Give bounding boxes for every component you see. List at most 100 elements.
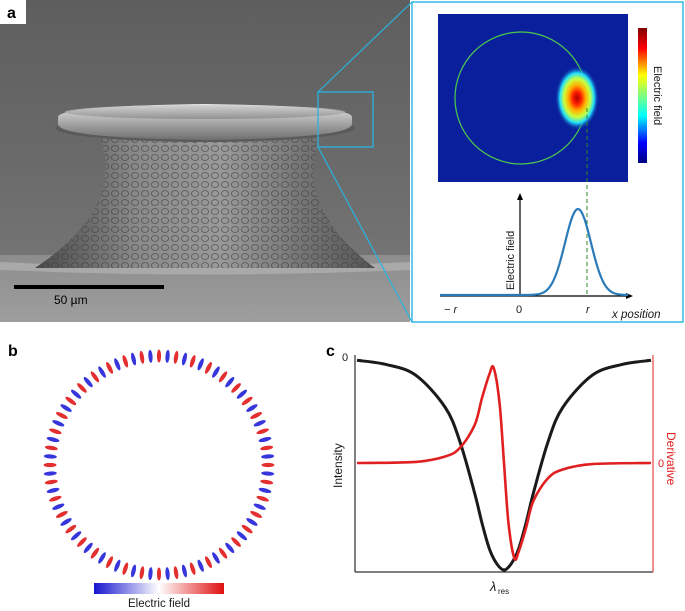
ring-lobe [77, 383, 87, 393]
ring-lobe [43, 462, 57, 468]
ring-lobe [114, 358, 121, 371]
ring-lobe [44, 445, 58, 451]
ring-lobe [83, 542, 93, 554]
ring-lobe [122, 562, 129, 575]
zoom-region-box [317, 91, 374, 148]
ring-lobe [181, 352, 187, 366]
profile-xlabel: x position [611, 309, 661, 321]
ring-lobe [52, 503, 65, 510]
profile-tick-zero: 0 [516, 304, 522, 316]
ring-lobe [189, 562, 196, 575]
ring-lobe [246, 518, 258, 526]
ring-lobe [218, 371, 228, 383]
ring-lobe [258, 437, 272, 443]
ring-lobe [139, 566, 145, 580]
series-derivative-line [356, 364, 652, 562]
ring-lobe [65, 396, 77, 406]
ring-lobe [56, 510, 68, 518]
profile-ylabel: Electric field [505, 231, 517, 290]
c-ylabel-right: Derivative [664, 432, 678, 486]
ring-lobe [212, 552, 220, 564]
ring-lobe [173, 350, 179, 364]
c-xlabel-lambda: λ [489, 579, 496, 594]
ring-lobe [261, 471, 275, 476]
ring-lobe [218, 547, 228, 559]
ring-lobe [43, 454, 57, 459]
c-xlabel-subscript: res [498, 587, 509, 596]
series-intensity-line [356, 358, 652, 572]
ring-lobe [90, 371, 100, 383]
ring-lobe [49, 495, 62, 502]
ring-lobe [60, 404, 72, 412]
scale-bar-label: 50 µm [54, 293, 88, 307]
ring-lobe [114, 559, 121, 572]
ring-lobe [70, 531, 82, 541]
ring-lobe [197, 559, 204, 572]
ring-lobe [261, 454, 275, 459]
field-profile-plot [440, 193, 633, 299]
ring-lobe [256, 428, 269, 435]
whispering-gallery-mode-ring [43, 349, 275, 581]
ring-lobe [231, 537, 241, 547]
ring-lobe [204, 556, 212, 568]
ring-lobe [156, 567, 162, 581]
ring-lobe [253, 503, 266, 510]
inset-colorbar-label: Electric field [651, 66, 663, 125]
ring-lobe [43, 471, 57, 476]
sem-image [0, 0, 410, 322]
c-left-tick-zero: 0 [342, 352, 348, 364]
ring-lobe [65, 524, 77, 534]
panel-c-chart [354, 355, 654, 573]
ring-lobe [225, 542, 235, 554]
ring-lobe [260, 479, 274, 485]
ring-lobe [225, 376, 235, 388]
ring-lobe [98, 552, 106, 564]
ring-lobe [246, 404, 258, 412]
ring-lobe [139, 350, 145, 364]
ring-lobe [49, 428, 62, 435]
c-ylabel-left: Intensity [331, 443, 345, 488]
panel-c-label: c [326, 343, 335, 360]
ring-lobe [250, 412, 262, 420]
ring-lobe [52, 420, 65, 427]
ring-lobe [90, 547, 100, 559]
ring-lobe [250, 510, 262, 518]
ring-lobe [44, 479, 58, 485]
ring-lobe [241, 524, 253, 534]
ring-lobe [241, 396, 253, 406]
ring-lobe [236, 531, 248, 541]
ring-lobe [253, 420, 266, 427]
field-map [438, 14, 628, 182]
panel-b-label: b [8, 343, 18, 360]
ring-lobe [106, 362, 114, 374]
ring-lobe [189, 355, 196, 368]
ring-lobe [46, 437, 60, 443]
ring-lobe [70, 389, 82, 399]
ring-lobe [148, 349, 153, 363]
ring-lobe [131, 564, 137, 578]
ring-lobe [212, 366, 220, 378]
ring-lobe [236, 389, 248, 399]
ring-lobe [122, 355, 129, 368]
ring-lobe [260, 445, 274, 451]
ring-lobe [181, 564, 187, 578]
ring-lobe [60, 518, 72, 526]
ring-lobe [231, 383, 241, 393]
zoom-line-top [317, 1, 413, 93]
panel-a-label-bg [0, 0, 26, 24]
zoom-line-bottom [317, 146, 413, 323]
ring-lobe [258, 487, 272, 493]
ring-lobe [165, 567, 170, 581]
field-hotspot [555, 66, 599, 130]
ring-lobe [77, 537, 87, 547]
field-profile-curve [440, 207, 629, 297]
scale-bar [14, 285, 164, 289]
ring-lobe [173, 566, 179, 580]
b-colorbar-label: Electric field [128, 598, 190, 610]
bwr-colorbar [94, 583, 224, 594]
ring-lobe [46, 487, 60, 493]
ring-lobe [56, 412, 68, 420]
jet-colorbar [638, 28, 647, 163]
panel-a-label: a [7, 5, 16, 22]
